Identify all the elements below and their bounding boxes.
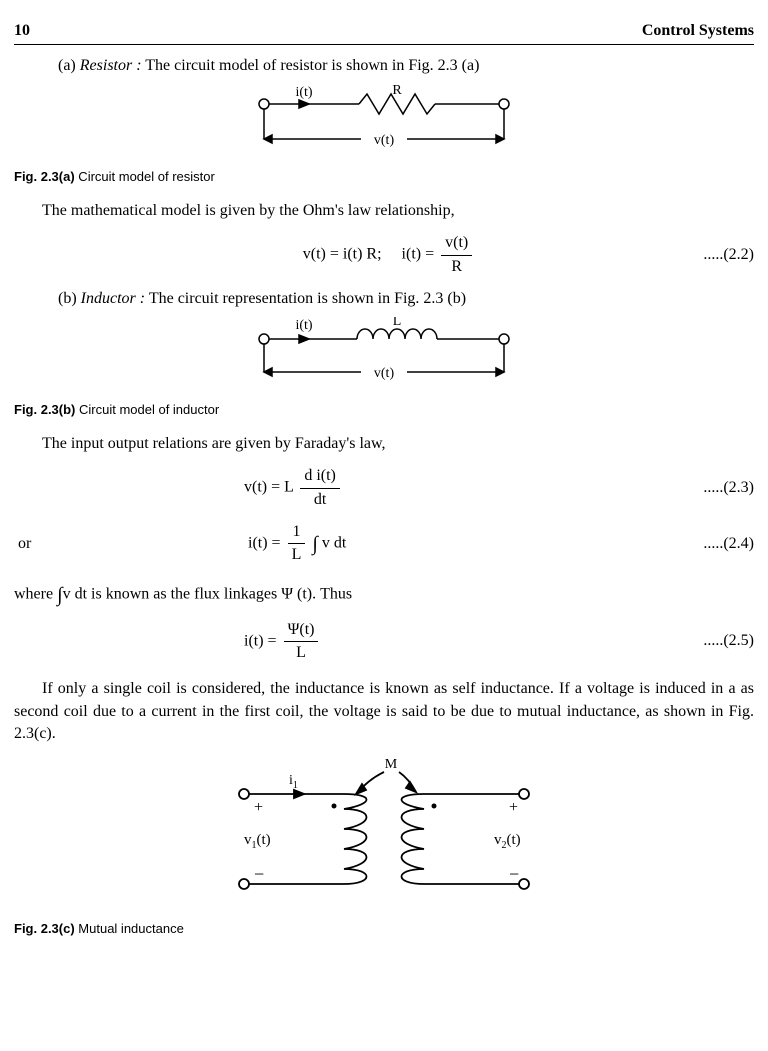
eq23-num: d i(t) (300, 465, 340, 488)
fig-b-L: L (393, 317, 402, 329)
eq24-num: 1 (288, 521, 306, 544)
eq25-num: Ψ(t) (284, 619, 319, 642)
para3-b: v dt is known as the flux linkages Ψ (t)… (63, 585, 353, 602)
item-b-text: The circuit representation is shown in F… (149, 290, 466, 307)
caption-a-bold: Fig. 2.3(a) (14, 169, 75, 184)
eq24-tail: v dt (318, 534, 346, 551)
eq23-number: .....(2.3) (684, 477, 754, 499)
caption-b-rest: Circuit model of inductor (75, 402, 219, 417)
item-a-label: (a) (58, 57, 76, 74)
item-b-name: Inductor : (81, 290, 145, 307)
equation-2-4: or i(t) = 1 L ∫ v dt .....(2.4) (14, 521, 754, 567)
item-b-label: (b) (58, 290, 77, 307)
fig-b-current: i(t) (295, 318, 312, 333)
para3-a: where (14, 585, 57, 602)
book-title: Control Systems (642, 20, 754, 42)
plus-right-icon: + (509, 799, 518, 816)
eq23-frac: d i(t) dt (300, 465, 340, 511)
para-mutual: If only a single coil is considered, the… (14, 678, 754, 745)
plus-left-icon: + (254, 799, 263, 816)
equation-2-5: i(t) = Ψ(t) L .....(2.5) (14, 619, 754, 665)
page-header: 10 Control Systems (14, 20, 754, 45)
caption-a-rest: Circuit model of resistor (75, 169, 215, 184)
eq23-lhs: v(t) = L (244, 479, 293, 496)
minus-right-icon: − (509, 864, 519, 884)
eq24-den: L (288, 544, 306, 566)
item-resistor: (a) Resistor : The circuit model of resi… (58, 55, 754, 77)
fig-a-voltage: v(t) (374, 133, 395, 148)
figure-2-3b: i(t) L v(t) (14, 317, 754, 395)
para-ohms-law: The mathematical model is given by the O… (14, 200, 754, 222)
eq22-num: v(t) (441, 232, 472, 255)
equation-2-2: v(t) = i(t) R; i(t) = v(t) R .....(2.2) (14, 232, 754, 278)
minus-left-icon: − (254, 864, 264, 884)
eq22-number: .....(2.2) (684, 244, 754, 266)
caption-c-bold: Fig. 2.3(c) (14, 921, 75, 936)
eq25-lhs: i(t) = (244, 632, 281, 649)
item-a-text: The circuit model of resistor is shown i… (145, 57, 479, 74)
eq25-den: L (284, 642, 319, 664)
fig-b-voltage: v(t) (374, 366, 395, 381)
eq24-number: .....(2.4) (684, 533, 754, 555)
fig-c-v1: v1(t) (244, 832, 271, 851)
fig-a-current: i(t) (295, 85, 312, 100)
eq23-den: dt (300, 489, 340, 511)
eq22-lhs1: v(t) = i(t) R; (303, 246, 382, 263)
eq22-den: R (441, 256, 472, 278)
eq25-number: .....(2.5) (684, 630, 754, 652)
caption-2-3a: Fig. 2.3(a) Circuit model of resistor (14, 168, 754, 186)
para-faraday: The input output relations are given by … (14, 433, 754, 455)
caption-c-rest: Mutual inductance (75, 921, 184, 936)
item-inductor: (b) Inductor : The circuit representatio… (58, 288, 754, 310)
caption-b-bold: Fig. 2.3(b) (14, 402, 75, 417)
fig-c-v2: v2(t) (494, 832, 521, 851)
figure-2-3a: i(t) R v(t) (14, 84, 754, 162)
caption-2-3b: Fig. 2.3(b) Circuit model of inductor (14, 401, 754, 419)
eq22-lhs2: i(t) = (402, 246, 439, 263)
eq24-or: or (14, 533, 98, 555)
page-number: 10 (14, 20, 30, 42)
caption-2-3c: Fig. 2.3(c) Mutual inductance (14, 920, 754, 938)
eq24-frac: 1 L (288, 521, 306, 567)
item-a-name: Resistor : (80, 57, 142, 74)
fig-c-M: M (385, 757, 398, 772)
fig-c-i1: i1 (289, 773, 298, 791)
eq25-frac: Ψ(t) L (284, 619, 319, 665)
figure-2-3c: i1 M + − + − v1(t) v2(t) (14, 754, 754, 914)
eq22-frac: v(t) R (441, 232, 472, 278)
equation-2-3: v(t) = L d i(t) dt .....(2.3) (14, 465, 754, 511)
eq24-lhs: i(t) = (248, 534, 285, 551)
para-flux-linkages: where ∫v dt is known as the flux linkage… (14, 581, 754, 609)
fig-a-R: R (392, 84, 402, 98)
